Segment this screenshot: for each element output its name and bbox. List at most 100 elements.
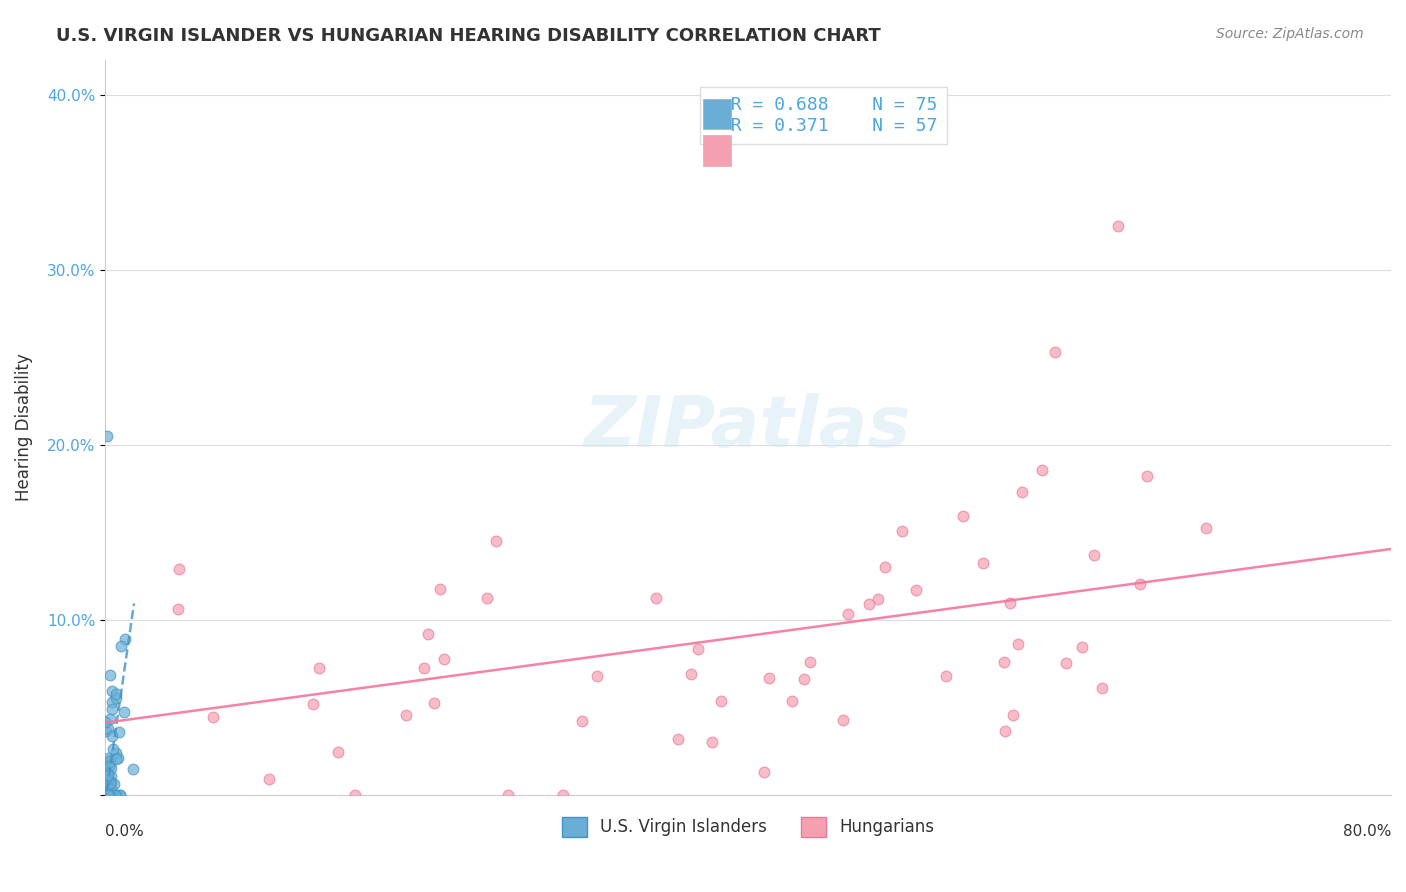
Point [98,788,121,802]
Point [98,668,121,682]
Point [858,598,880,612]
Text: U.S. VIRGIN ISLANDER VS HUNGARIAN HEARING DISABILITY CORRELATION CHART: U.S. VIRGIN ISLANDER VS HUNGARIAN HEARIN… [56,27,882,45]
Point [972,557,994,571]
Point [423,696,446,710]
Point [904,583,927,598]
Point [97,788,120,802]
Point [681,666,703,681]
Legend: U.S. Virgin Islanders, Hungarians: U.S. Virgin Islanders, Hungarians [554,808,942,846]
Point [103,788,125,802]
Point [108,725,131,739]
Point [96,788,118,802]
Point [98,759,121,773]
Point [105,690,128,705]
Point [758,671,780,685]
Point [700,735,723,749]
Point [94,774,117,789]
Point [104,746,127,760]
Point [94,788,117,802]
Point [97,751,120,765]
Point [100,781,122,796]
Point [98,712,121,726]
Point [97,779,120,793]
Point [98,754,121,768]
Point [413,661,436,675]
Point [1054,656,1077,670]
Point [96,788,118,802]
Point [686,641,709,656]
Point [98,776,121,790]
Point [105,788,128,802]
Text: ZIPatlas: ZIPatlas [585,392,911,462]
Point [328,745,350,759]
Point [831,713,853,727]
Point [96,769,118,783]
Point [100,788,122,802]
Point [100,695,122,709]
Point [873,560,896,574]
Point [793,672,815,686]
Point [475,591,498,605]
Point [395,708,418,723]
Point [496,788,519,802]
Point [553,788,575,802]
Point [416,627,439,641]
Point [105,751,128,765]
Point [1129,577,1152,591]
FancyBboxPatch shape [703,98,731,129]
Point [107,751,129,765]
Point [837,607,859,621]
Point [100,788,122,802]
Point [97,784,120,798]
Point [710,694,733,708]
Point [993,655,1015,669]
Point [201,710,224,724]
Point [668,731,690,746]
Point [97,767,120,781]
Point [1031,462,1053,476]
Point [433,652,456,666]
Point [1070,640,1092,655]
Point [96,788,118,802]
Point [96,784,118,798]
Point [101,741,124,756]
Point [112,706,135,720]
Point [1007,637,1029,651]
Point [110,640,132,654]
Text: Source: ZipAtlas.com: Source: ZipAtlas.com [1216,27,1364,41]
Point [96,778,118,792]
Point [952,508,974,523]
Point [100,729,122,743]
Point [104,788,127,802]
Point [96,723,118,738]
Point [167,562,190,576]
Point [110,788,132,802]
Point [94,788,117,802]
Point [754,764,776,779]
Point [94,788,117,802]
Point [94,715,117,730]
Point [105,687,128,701]
Point [100,775,122,789]
Point [103,777,125,791]
Point [96,788,118,802]
Text: 80.0%: 80.0% [1343,824,1391,839]
Point [94,773,117,788]
Point [1083,548,1105,562]
FancyBboxPatch shape [703,136,731,166]
Point [96,788,118,802]
Point [97,754,120,768]
Point [94,771,117,785]
Point [96,770,118,784]
Text: R = 0.688    N = 75
  R = 0.371    N = 57: R = 0.688 N = 75 R = 0.371 N = 57 [710,96,938,136]
Point [101,788,124,802]
Point [104,788,127,802]
Point [108,788,131,802]
Point [97,788,120,802]
Point [100,769,122,783]
Point [935,669,957,683]
Point [890,524,912,538]
Point [97,788,120,802]
Point [122,762,145,776]
Text: 0.0%: 0.0% [105,824,143,839]
